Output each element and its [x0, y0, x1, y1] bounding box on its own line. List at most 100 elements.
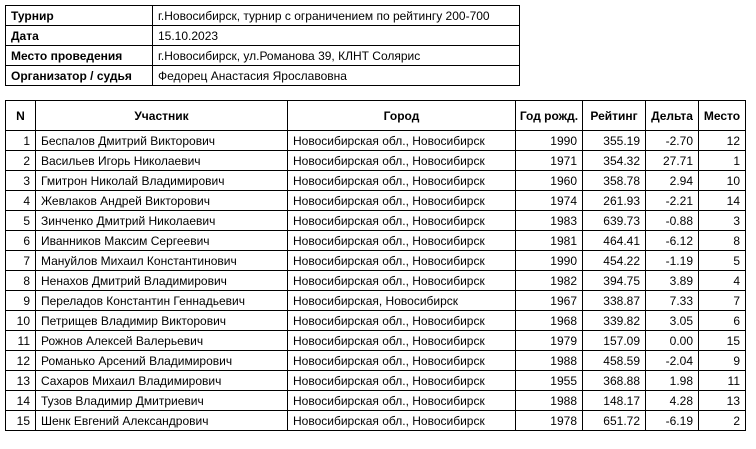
info-value: Федорец Анастасия Ярославовна [152, 65, 520, 86]
info-label: Организатор / судья [5, 65, 153, 86]
col-birth-year-cell: 1979 [515, 330, 583, 351]
col-number-cell: 3 [5, 170, 36, 191]
col-place-cell: 7 [698, 290, 746, 311]
col-rating-cell: 338.87 [582, 290, 646, 311]
col-place-cell: 13 [698, 390, 746, 411]
col-birth-year-cell: 1990 [515, 250, 583, 271]
col-rating-cell: 464.41 [582, 230, 646, 251]
col-city-cell: Новосибирская обл., Новосибирск [287, 370, 516, 391]
col-participant-cell: Рожнов Алексей Валерьевич [35, 330, 288, 351]
col-delta-cell: 0.00 [645, 330, 699, 351]
col-rating-cell: 454.22 [582, 250, 646, 271]
col-number-cell: 11 [5, 330, 36, 351]
col-delta-cell: 2.94 [645, 170, 699, 191]
col-place-cell: 11 [698, 370, 746, 391]
info-label: Дата [5, 25, 153, 46]
col-delta-cell: -2.04 [645, 350, 699, 371]
col-rating-header: Рейтинг [582, 100, 646, 131]
results-table: N Участник Город Год рожд. Рейтинг Дельта Мест… [5, 100, 746, 431]
col-city-cell: Новосибирская обл., Новосибирск [287, 210, 516, 231]
col-delta-cell: -1.19 [645, 250, 699, 271]
col-rating-cell: 458.59 [582, 350, 646, 371]
col-number-cell: 1 [5, 130, 36, 151]
col-rating-cell: 639.73 [582, 210, 646, 231]
col-participant-cell: Переладов Константин Геннадьевич [35, 290, 288, 311]
info-value: г.Новосибирск, турнир с ограничением по … [152, 5, 520, 26]
table-row: 4 Жевлаков Андрей Викторович Новосибирская… [5, 190, 746, 211]
col-place-cell: 10 [698, 170, 746, 191]
info-value: г.Новосибирск, ул.Романова 39, КЛНТ Соля… [152, 45, 520, 66]
col-participant-cell: Жевлаков Андрей Викторович [35, 190, 288, 211]
header-row: N Участник Город Год рожд. Рейтинг Дельта Мест… [5, 100, 746, 131]
table-row: 15 Шенк Евгений Александрович Новосибирска… [5, 410, 746, 431]
col-participant-cell: Васильев Игорь Николаевич [35, 150, 288, 171]
table-row: 2 Васильев Игорь Николаевич Новосибирская … [5, 150, 746, 171]
table-row: 8 Ненахов Дмитрий Владимирович Новосибирск… [5, 270, 746, 291]
col-place-header: Место [698, 100, 746, 131]
tournament-info-table: Турнир г.Новосибирск, турнир с ограничени… [5, 5, 520, 86]
col-number-cell: 6 [5, 230, 36, 251]
col-city-cell: Новосибирская обл., Новосибирск [287, 130, 516, 151]
col-birth-year-cell: 1988 [515, 350, 583, 371]
col-number-cell: 2 [5, 150, 36, 171]
table-row: 12 Романько Арсений Владимирович Новосибир… [5, 350, 746, 371]
col-city-cell: Новосибирская обл., Новосибирск [287, 250, 516, 271]
info-row: Организатор / судья Федорец Анастасия Яро… [5, 65, 520, 86]
col-birth-year-header: Год рожд. [515, 100, 583, 131]
table-row: 1 Беспалов Дмитрий Викторович Новосибирска… [5, 130, 746, 151]
col-number-cell: 7 [5, 250, 36, 271]
col-delta-cell: -2.70 [645, 130, 699, 151]
col-birth-year-cell: 1983 [515, 210, 583, 231]
table-row: 7 Мануйлов Михаил Константинович Новосибир… [5, 250, 746, 271]
col-birth-year-cell: 1988 [515, 390, 583, 411]
col-number-cell: 10 [5, 310, 36, 331]
col-city-cell: Новосибирская обл., Новосибирск [287, 410, 516, 431]
col-delta-header: Дельта [645, 100, 699, 131]
col-rating-cell: 394.75 [582, 270, 646, 291]
col-birth-year-cell: 1955 [515, 370, 583, 391]
col-place-cell: 14 [698, 190, 746, 211]
col-rating-cell: 651.72 [582, 410, 646, 431]
col-participant-cell: Романько Арсений Владимирович [35, 350, 288, 371]
col-place-cell: 8 [698, 230, 746, 251]
col-rating-cell: 157.09 [582, 330, 646, 351]
info-value: 15.10.2023 [152, 25, 520, 46]
info-row: Турнир г.Новосибирск, турнир с ограничени… [5, 5, 520, 26]
info-label: Место проведения [5, 45, 153, 66]
col-rating-cell: 148.17 [582, 390, 646, 411]
col-place-cell: 9 [698, 350, 746, 371]
col-delta-cell: -6.19 [645, 410, 699, 431]
col-city-cell: Новосибирская обл., Новосибирск [287, 190, 516, 211]
col-place-cell: 5 [698, 250, 746, 271]
col-birth-year-cell: 1960 [515, 170, 583, 191]
col-city-cell: Новосибирская обл., Новосибирск [287, 170, 516, 191]
col-participant-cell: Петрищев Владимир Викторович [35, 310, 288, 331]
col-city-cell: Новосибирская обл., Новосибирск [287, 310, 516, 331]
col-city-cell: Новосибирская, Новосибирск [287, 290, 516, 311]
col-rating-cell: 339.82 [582, 310, 646, 331]
col-city-header: Город [287, 100, 516, 131]
table-row: 14 Тузов Владимир Дмитриевич Новосибирская… [5, 390, 746, 411]
col-city-cell: Новосибирская обл., Новосибирск [287, 150, 516, 171]
col-place-cell: 1 [698, 150, 746, 171]
col-delta-cell: 7.33 [645, 290, 699, 311]
col-participant-cell: Иванников Максим Сергеевич [35, 230, 288, 251]
col-participant-cell: Мануйлов Михаил Константинович [35, 250, 288, 271]
col-rating-cell: 354.32 [582, 150, 646, 171]
col-rating-cell: 368.88 [582, 370, 646, 391]
col-number-cell: 12 [5, 350, 36, 371]
col-participant-cell: Сахаров Михаил Владимирович [35, 370, 288, 391]
col-number-cell: 4 [5, 190, 36, 211]
col-participant-cell: Тузов Владимир Дмитриевич [35, 390, 288, 411]
col-number-cell: 13 [5, 370, 36, 391]
col-participant-cell: Гмитрон Николай Владимирович [35, 170, 288, 191]
col-number-cell: 15 [5, 410, 36, 431]
col-city-cell: Новосибирская обл., Новосибирск [287, 330, 516, 351]
col-city-cell: Новосибирская обл., Новосибирск [287, 390, 516, 411]
col-participant-cell: Беспалов Дмитрий Викторович [35, 130, 288, 151]
col-participant-header: Участник [35, 100, 288, 131]
col-city-cell: Новосибирская обл., Новосибирск [287, 270, 516, 291]
table-row: 11 Рожнов Алексей Валерьевич Новосибирская… [5, 330, 746, 351]
col-birth-year-cell: 1968 [515, 310, 583, 331]
col-birth-year-cell: 1974 [515, 190, 583, 211]
